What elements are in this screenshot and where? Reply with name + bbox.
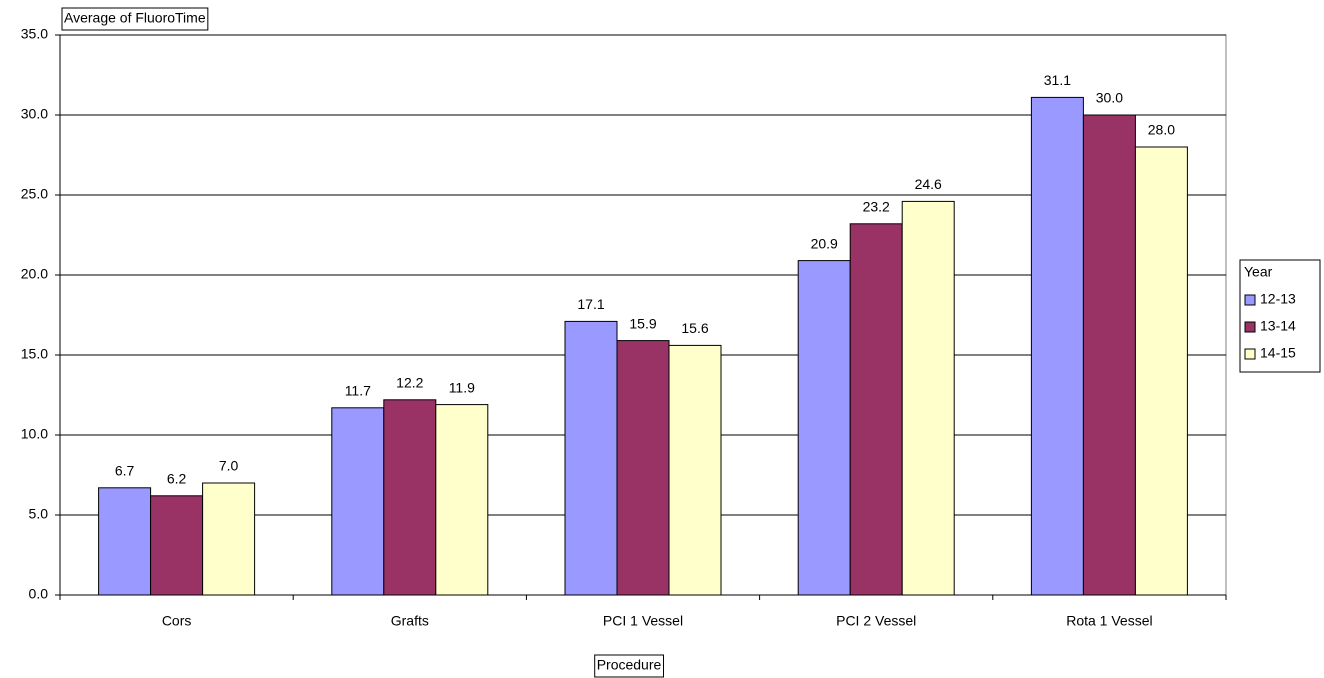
y-tick-label: 35.0 (21, 26, 48, 42)
y-tick-label: 15.0 (21, 346, 48, 362)
bar (202, 482, 256, 596)
value-label: 28.0 (1148, 122, 1175, 138)
bar (901, 200, 955, 596)
bar (1134, 146, 1188, 596)
y-axis-title-box (61, 7, 209, 31)
y-axis-title: Average of FluoroTime (64, 10, 206, 26)
x-axis-title-box (594, 654, 665, 678)
x-tick-label: PCI 1 Vessel (603, 613, 683, 629)
bar (849, 223, 903, 596)
x-tick-label: Grafts (391, 613, 429, 629)
x-axis-title: Procedure (597, 657, 662, 673)
bar (331, 407, 385, 596)
value-label: 17.1 (577, 296, 604, 312)
x-tick-label: Rota 1 Vessel (1066, 613, 1152, 629)
value-label: 12.2 (396, 375, 423, 391)
value-label: 7.0 (219, 458, 239, 474)
bar (98, 487, 152, 596)
value-label: 6.2 (167, 471, 187, 487)
legend-swatch (1244, 348, 1256, 360)
y-tick-label: 0.0 (29, 586, 49, 602)
value-label: 15.9 (629, 315, 656, 331)
x-tick-label: Cors (162, 613, 192, 629)
legend-title: Year (1244, 264, 1273, 280)
y-tick-label: 10.0 (21, 426, 48, 442)
y-tick-label: 30.0 (21, 106, 48, 122)
legend-label: 12-13 (1260, 291, 1296, 307)
value-label: 11.7 (345, 383, 371, 399)
bar (150, 495, 204, 596)
legend-swatch (1244, 294, 1256, 306)
value-label: 6.7 (115, 463, 135, 479)
value-label: 11.9 (449, 379, 475, 395)
legend-label: 14-15 (1260, 345, 1296, 361)
legend-swatch (1244, 321, 1256, 333)
legend-box (1239, 259, 1321, 373)
x-tick-label: PCI 2 Vessel (836, 613, 916, 629)
value-label: 31.1 (1044, 72, 1071, 88)
value-label: 15.6 (681, 320, 708, 336)
bar (1030, 96, 1084, 596)
y-tick-label: 5.0 (29, 506, 49, 522)
value-label: 24.6 (915, 176, 942, 192)
bar (797, 260, 851, 596)
value-label: 30.0 (1096, 90, 1123, 106)
bar (668, 344, 722, 596)
legend-label: 13-14 (1260, 318, 1296, 334)
value-label: 20.9 (811, 235, 838, 251)
bar (564, 320, 618, 596)
bar (616, 340, 670, 596)
bar (435, 404, 489, 596)
y-tick-label: 20.0 (21, 266, 48, 282)
bar (383, 399, 437, 596)
bar (1082, 114, 1136, 596)
y-tick-label: 25.0 (21, 186, 48, 202)
value-label: 23.2 (863, 199, 890, 215)
